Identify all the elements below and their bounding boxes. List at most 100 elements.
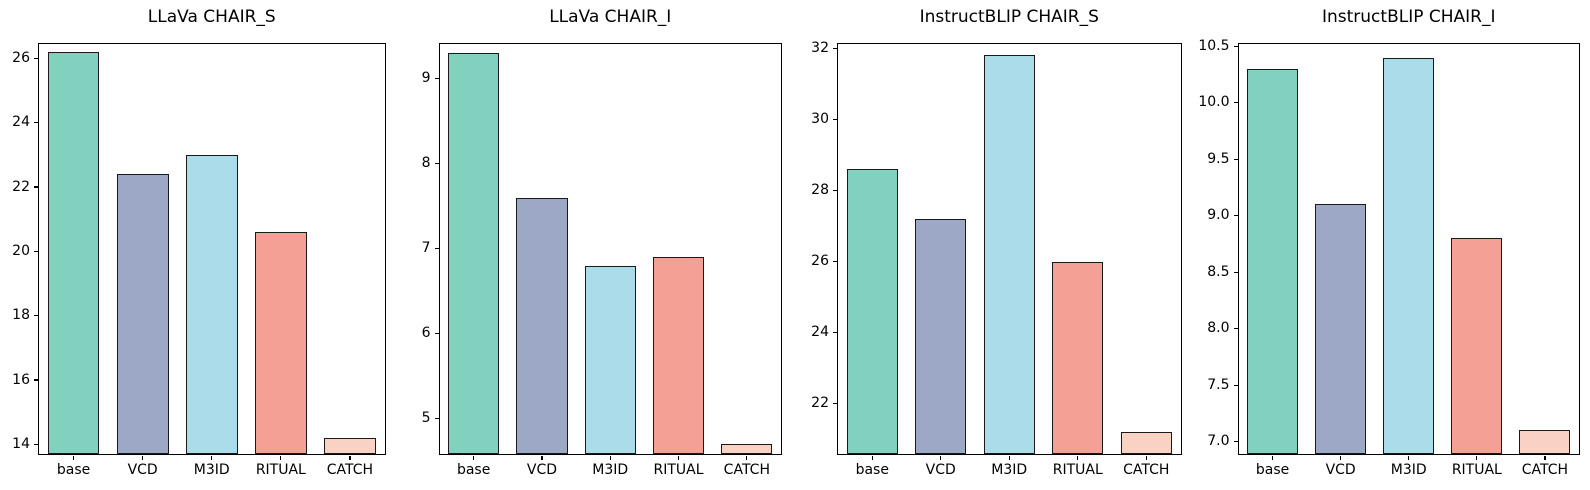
x-tick-mark <box>746 456 748 460</box>
y-tick-mark <box>1233 215 1238 217</box>
x-tick-label: RITUAL <box>1052 462 1103 478</box>
x-tick-mark <box>541 456 543 460</box>
y-tick-mark <box>434 163 439 165</box>
y-tick-mark <box>833 47 837 49</box>
y-tick-mark <box>1233 440 1238 443</box>
x-tick-label: CATCH <box>1521 462 1569 478</box>
y-tick-mark <box>34 122 38 124</box>
bar-catch <box>324 437 376 454</box>
plot-area <box>1233 43 1580 460</box>
x-tick-label: M3ID <box>193 462 230 478</box>
y-tick-label: 10.0 <box>1198 94 1230 111</box>
y-tick-mark <box>1233 328 1238 330</box>
x-tick-label: CATCH <box>1123 462 1170 478</box>
y-tick-mark <box>1233 158 1238 160</box>
y-tick-label: 7.5 <box>1207 376 1230 393</box>
bar-base <box>1247 68 1299 454</box>
x-tick-mark <box>609 456 611 460</box>
y-tick-mark <box>34 250 38 252</box>
y-tick-mark <box>434 247 439 250</box>
y-tick-label: 26 <box>811 253 829 270</box>
y-tick-mark <box>434 78 439 80</box>
bar-ritual <box>1451 238 1503 454</box>
y-tick-mark <box>833 261 837 263</box>
y-tick-label: 9.0 <box>1207 207 1230 224</box>
x-tick-mark <box>142 456 144 460</box>
y-tick-label: 7 <box>421 240 431 257</box>
subplot-llava-chair-i: LLaVa CHAIR_I 5 6 7 8 9 base VCD M3ID RITUAL CATCH <box>398 0 796 490</box>
x-tick-mark <box>1476 456 1478 460</box>
x-tick-mark <box>1008 456 1010 460</box>
bar-catch <box>721 443 773 454</box>
y-tick-label: 22 <box>12 178 30 195</box>
x-tick-mark <box>1145 456 1147 460</box>
x-tick-label: base <box>456 462 491 478</box>
plot-area <box>833 43 1182 460</box>
y-tick-label: 22 <box>811 395 829 412</box>
bar-vcd <box>1315 204 1367 454</box>
x-tick-mark <box>211 456 213 460</box>
bar-vcd <box>915 218 967 454</box>
y-tick-mark <box>1233 384 1238 386</box>
bar-ritual <box>652 257 705 454</box>
y-tick-mark <box>833 189 837 192</box>
x-tick-label: VCD <box>1325 462 1356 478</box>
subplot-title: InstructBLIP CHAIR_I <box>1321 7 1496 27</box>
y-tick-mark <box>1233 271 1238 273</box>
bar-vcd <box>516 197 568 454</box>
y-tick-label: 20 <box>12 242 30 259</box>
y-tick-label: 14 <box>12 435 30 452</box>
bar-base <box>448 53 500 454</box>
x-tick-label: RITUAL <box>1451 462 1502 478</box>
y-tick-label: 24 <box>811 324 829 341</box>
y-tick-label: 6 <box>421 324 431 341</box>
y-tick-label: 7.0 <box>1207 433 1230 450</box>
y-tick-label: 24 <box>12 114 30 131</box>
x-tick-mark <box>1408 456 1410 460</box>
x-tick-mark <box>349 456 351 460</box>
subplot-llava-chair-s: LLaVa CHAIR_S 14 16 18 20 22 24 26 base VCD M3ID RI… <box>0 0 398 490</box>
y-tick-mark <box>34 57 38 60</box>
y-tick-mark <box>1233 102 1238 104</box>
x-tick-label: RITUAL <box>653 462 704 478</box>
subplot-title: LLaVa CHAIR_I <box>549 7 672 27</box>
x-tick-label: base <box>855 462 889 478</box>
y-tick-mark <box>34 443 38 445</box>
y-tick-label: 10.5 <box>1198 37 1230 54</box>
x-tick-mark <box>473 456 475 460</box>
x-tick-label: VCD <box>526 462 558 478</box>
y-tick-label: 8.5 <box>1207 263 1230 280</box>
bar-ritual <box>254 232 307 454</box>
x-tick-mark <box>1077 456 1079 460</box>
y-tick-label: 9.5 <box>1207 150 1230 167</box>
x-tick-mark <box>940 456 942 460</box>
bar-m3id <box>584 265 636 454</box>
y-tick-label: 8.0 <box>1207 320 1230 337</box>
x-tick-label: VCD <box>925 462 956 478</box>
bar-m3id <box>185 154 238 454</box>
bar-base <box>846 169 898 454</box>
y-tick-label: 9 <box>421 70 431 87</box>
plot-area <box>434 43 782 460</box>
x-tick-label: M3ID <box>991 462 1028 478</box>
y-tick-label: 28 <box>811 182 829 198</box>
y-tick-mark <box>34 186 38 188</box>
x-tick-mark <box>677 456 680 460</box>
plot-area <box>34 43 386 460</box>
y-tick-mark <box>434 417 439 419</box>
y-tick-mark <box>833 403 837 405</box>
y-tick-label: 16 <box>12 371 30 388</box>
x-tick-label: base <box>1255 462 1290 478</box>
x-tick-label: CATCH <box>723 462 770 478</box>
x-tick-label: M3ID <box>592 462 629 478</box>
y-tick-mark <box>34 315 38 317</box>
y-tick-label: 26 <box>12 49 30 66</box>
y-tick-label: 8 <box>421 155 431 172</box>
x-tick-mark <box>280 456 282 460</box>
subplot-instructblip-chair-s: InstructBLIP CHAIR_S 22 24 26 28 30 32 base VCD M… <box>795 0 1193 490</box>
x-tick-label: CATCH <box>326 462 374 478</box>
bar-vcd <box>116 174 169 454</box>
x-tick-mark <box>1544 456 1546 460</box>
bar-m3id <box>983 55 1035 454</box>
